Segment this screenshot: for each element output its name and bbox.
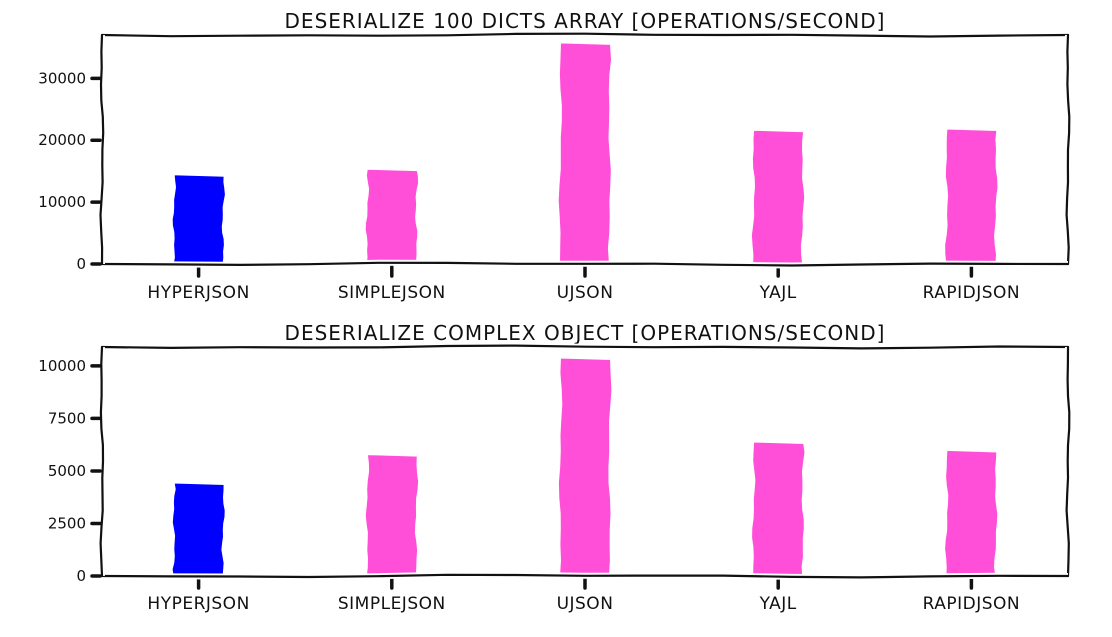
bar-ujson bbox=[556, 41, 614, 265]
bar-yajl bbox=[750, 440, 807, 577]
axis-frame bbox=[100, 573, 1070, 579]
bar-yajl bbox=[749, 128, 807, 265]
bar-simplejson bbox=[363, 167, 421, 265]
x-tick-label: SIMPLEJSON bbox=[338, 283, 446, 303]
x-tick-label: RAPIDJSON bbox=[923, 283, 1021, 303]
axis-frame bbox=[100, 32, 1070, 38]
y-tick-label: 30000 bbox=[38, 69, 86, 87]
x-tick-label: UJSON bbox=[557, 283, 614, 303]
axis-frame bbox=[99, 345, 105, 578]
y-tick-label: 0 bbox=[76, 255, 86, 273]
chart-title-1: DESERIALIZE 100 DICTS ARRAY [OPERATIONS/… bbox=[285, 9, 886, 33]
axis-frame bbox=[99, 33, 105, 266]
axis-frame bbox=[100, 344, 1070, 350]
x-tick-label: UJSON bbox=[557, 594, 614, 614]
axis-frame bbox=[1065, 33, 1071, 266]
y-tick-label: 0 bbox=[76, 567, 86, 585]
x-tick-label: HYPERJSON bbox=[147, 594, 249, 614]
chart-title-2: DESERIALIZE COMPLEX OBJECT [OPERATIONS/S… bbox=[285, 321, 886, 345]
axis-frame bbox=[1065, 345, 1071, 578]
x-tick-label: RAPIDJSON bbox=[923, 594, 1021, 614]
x-tick-label: YAJL bbox=[759, 594, 797, 614]
x-tick-label: SIMPLEJSON bbox=[338, 594, 446, 614]
y-tick-label: 5000 bbox=[48, 462, 86, 480]
bar-rapidjson bbox=[943, 127, 1000, 265]
bar-hyperjson bbox=[170, 173, 227, 265]
y-tick-label: 10000 bbox=[38, 193, 86, 211]
y-tick-label: 2500 bbox=[48, 514, 86, 532]
bar-rapidjson bbox=[943, 448, 1000, 577]
bar-simplejson bbox=[363, 453, 421, 577]
y-tick-label: 10000 bbox=[38, 357, 86, 375]
y-tick-label: 7500 bbox=[48, 409, 86, 427]
bar-ujson bbox=[556, 356, 614, 577]
axis-frame bbox=[100, 261, 1070, 267]
x-tick-label: YAJL bbox=[759, 283, 797, 303]
y-tick-label: 20000 bbox=[38, 131, 86, 149]
x-tick-label: HYPERJSON bbox=[147, 283, 249, 303]
bar-hyperjson bbox=[170, 481, 227, 577]
